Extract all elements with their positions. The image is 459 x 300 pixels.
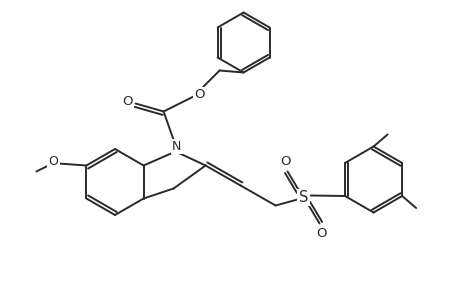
Text: O: O bbox=[316, 227, 326, 240]
Text: O: O bbox=[122, 95, 133, 108]
Text: N: N bbox=[172, 140, 181, 153]
Text: S: S bbox=[298, 190, 308, 205]
Text: O: O bbox=[48, 155, 58, 168]
Text: O: O bbox=[280, 155, 290, 168]
Text: O: O bbox=[194, 88, 204, 101]
